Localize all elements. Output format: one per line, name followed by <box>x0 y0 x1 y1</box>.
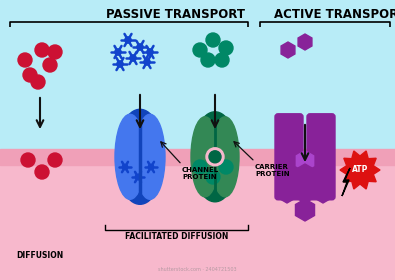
Circle shape <box>137 44 143 50</box>
Bar <box>300 183 310 197</box>
Circle shape <box>135 174 141 180</box>
Text: FACILITATED DIFFUSION: FACILITATED DIFFUSION <box>125 232 228 241</box>
Circle shape <box>48 153 62 167</box>
Polygon shape <box>340 151 380 189</box>
Circle shape <box>125 37 131 43</box>
Ellipse shape <box>191 117 219 197</box>
Circle shape <box>130 55 136 61</box>
Text: shutterstock.com · 2404721503: shutterstock.com · 2404721503 <box>158 267 236 272</box>
Circle shape <box>193 160 207 174</box>
Ellipse shape <box>135 114 165 199</box>
Circle shape <box>209 151 221 163</box>
Circle shape <box>23 68 37 82</box>
Text: CHANNEL
PROTEIN: CHANNEL PROTEIN <box>182 167 219 180</box>
Bar <box>0 0 395 157</box>
Text: ATP: ATP <box>352 165 368 174</box>
FancyBboxPatch shape <box>275 114 303 200</box>
Circle shape <box>31 75 45 89</box>
Circle shape <box>43 58 57 72</box>
Text: DIFFUSION: DIFFUSION <box>16 251 64 260</box>
FancyBboxPatch shape <box>307 114 335 200</box>
Circle shape <box>35 165 49 179</box>
Ellipse shape <box>211 117 239 197</box>
Text: PASSIVE TRANSPORT: PASSIVE TRANSPORT <box>105 8 245 21</box>
Polygon shape <box>342 168 350 196</box>
Ellipse shape <box>192 112 238 202</box>
Text: ACTIVE TRANSPORT: ACTIVE TRANSPORT <box>274 8 395 21</box>
Ellipse shape <box>116 109 164 204</box>
Circle shape <box>206 148 224 166</box>
Circle shape <box>219 41 233 55</box>
Circle shape <box>21 153 35 167</box>
Text: CARRIER
PROTEIN: CARRIER PROTEIN <box>255 164 290 177</box>
Circle shape <box>206 33 220 47</box>
Circle shape <box>48 45 62 59</box>
Circle shape <box>148 164 154 170</box>
Circle shape <box>144 59 150 65</box>
Circle shape <box>201 53 215 67</box>
Ellipse shape <box>115 114 145 199</box>
Bar <box>0 149 395 165</box>
Circle shape <box>219 160 233 174</box>
Circle shape <box>117 61 123 67</box>
Circle shape <box>147 49 153 55</box>
Circle shape <box>206 170 220 184</box>
Circle shape <box>193 43 207 57</box>
Circle shape <box>18 53 32 67</box>
Circle shape <box>35 43 49 57</box>
Bar <box>0 157 395 280</box>
Circle shape <box>215 53 229 67</box>
Circle shape <box>122 164 128 170</box>
Circle shape <box>115 49 121 55</box>
